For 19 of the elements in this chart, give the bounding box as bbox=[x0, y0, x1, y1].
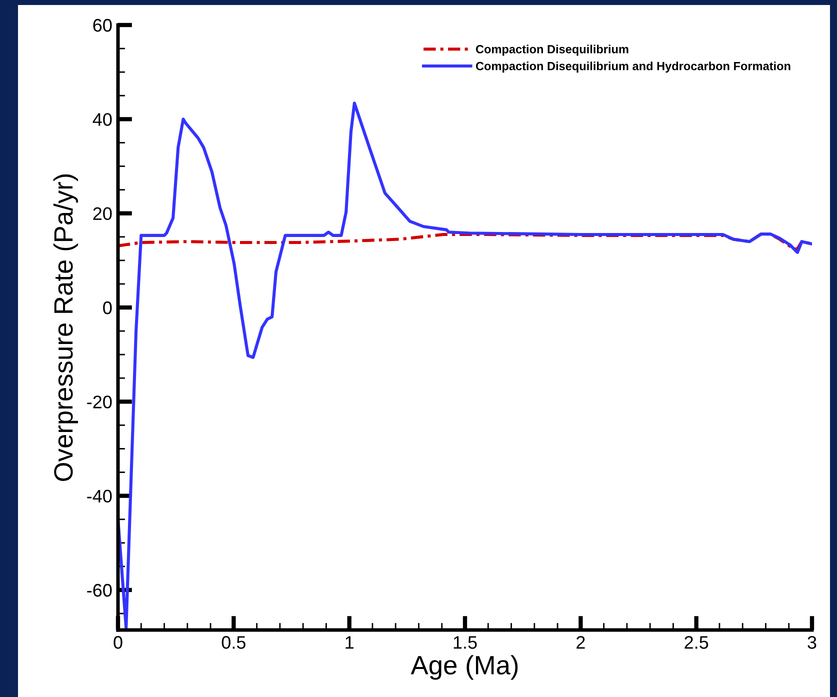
legend-label: Compaction Disequilibrium and Hydrocarbon Formation bbox=[476, 62, 790, 73]
legend-label: Compaction Disequilibrium bbox=[476, 44, 628, 56]
x-tick-label: 0.5 bbox=[222, 636, 246, 649]
x-tick-label: 1 bbox=[346, 636, 354, 649]
y-tick-label: 20 bbox=[93, 207, 112, 220]
y-tick-label: 60 bbox=[93, 18, 112, 32]
x-tick-label: 1.5 bbox=[454, 636, 477, 649]
y-tick-label: 0 bbox=[103, 301, 112, 314]
y-axis-title: Overpressure Rate (Pa/yr) bbox=[53, 174, 78, 481]
y-tick-label: -60 bbox=[87, 584, 112, 597]
x-tick-label: 0 bbox=[114, 636, 122, 649]
y-tick-label: -20 bbox=[87, 396, 112, 408]
x-tick-label: 2.5 bbox=[684, 636, 708, 649]
x-axis-title: Age (Ma) bbox=[410, 655, 518, 680]
y-tick-label: -40 bbox=[87, 490, 112, 503]
x-tick-label: 2 bbox=[576, 636, 585, 649]
x-tick-label: 3 bbox=[808, 636, 816, 649]
y-tick-label: 40 bbox=[92, 113, 112, 126]
line-series bbox=[118, 102, 812, 630]
